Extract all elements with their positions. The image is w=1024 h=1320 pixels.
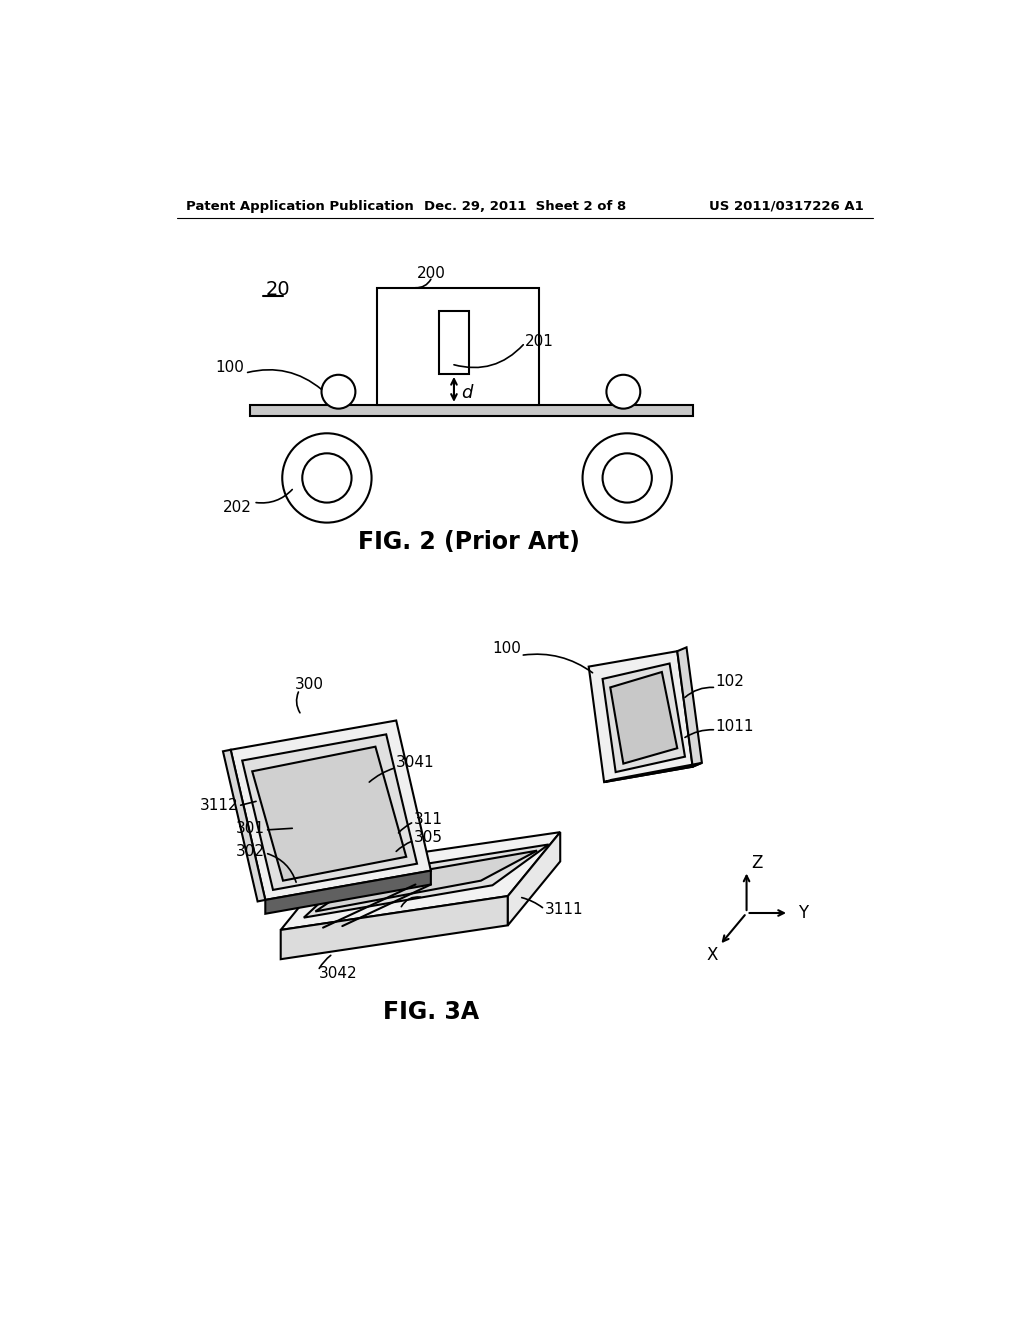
Polygon shape — [677, 647, 701, 767]
Text: Patent Application Publication: Patent Application Publication — [186, 199, 414, 213]
Bar — [250, 405, 692, 416]
Polygon shape — [604, 763, 701, 781]
Polygon shape — [265, 871, 431, 913]
Text: 3041: 3041 — [396, 755, 435, 771]
Text: 3042: 3042 — [319, 965, 357, 981]
Circle shape — [583, 433, 672, 523]
Polygon shape — [589, 651, 692, 781]
Text: Y: Y — [798, 904, 808, 921]
Polygon shape — [602, 664, 685, 772]
Text: 100: 100 — [216, 360, 245, 375]
Polygon shape — [281, 896, 508, 960]
Text: FIG. 2 (Prior Art): FIG. 2 (Prior Art) — [358, 529, 581, 554]
Text: 301: 301 — [237, 821, 265, 836]
Circle shape — [283, 433, 372, 523]
Text: 202: 202 — [223, 500, 252, 515]
Text: d: d — [462, 384, 473, 403]
Text: X: X — [707, 945, 718, 964]
Polygon shape — [243, 734, 417, 890]
Polygon shape — [304, 845, 549, 917]
Circle shape — [322, 375, 355, 409]
Text: Z: Z — [752, 854, 763, 873]
Text: 20: 20 — [265, 280, 290, 298]
Polygon shape — [230, 721, 431, 900]
Bar — [438, 312, 469, 374]
Polygon shape — [508, 832, 560, 925]
Text: 311: 311 — [414, 812, 443, 826]
Bar — [377, 288, 539, 405]
Text: 3111: 3111 — [545, 902, 584, 916]
Text: US 2011/0317226 A1: US 2011/0317226 A1 — [709, 199, 863, 213]
Text: 102: 102 — [716, 675, 744, 689]
Text: 305: 305 — [414, 830, 443, 845]
Text: Dec. 29, 2011  Sheet 2 of 8: Dec. 29, 2011 Sheet 2 of 8 — [424, 199, 626, 213]
Text: 3112: 3112 — [200, 797, 239, 813]
Text: 1011: 1011 — [716, 719, 755, 734]
Text: 300: 300 — [295, 677, 324, 692]
Circle shape — [302, 453, 351, 503]
Polygon shape — [252, 747, 407, 880]
Text: 201: 201 — [524, 334, 554, 350]
Text: FIG. 3A: FIG. 3A — [383, 999, 479, 1023]
Circle shape — [602, 453, 652, 503]
Polygon shape — [223, 750, 265, 902]
Polygon shape — [281, 832, 560, 929]
Polygon shape — [610, 672, 677, 763]
Text: 302: 302 — [237, 843, 265, 859]
Text: 100: 100 — [493, 642, 521, 656]
Text: 200: 200 — [417, 267, 445, 281]
Polygon shape — [315, 850, 538, 911]
Circle shape — [606, 375, 640, 409]
